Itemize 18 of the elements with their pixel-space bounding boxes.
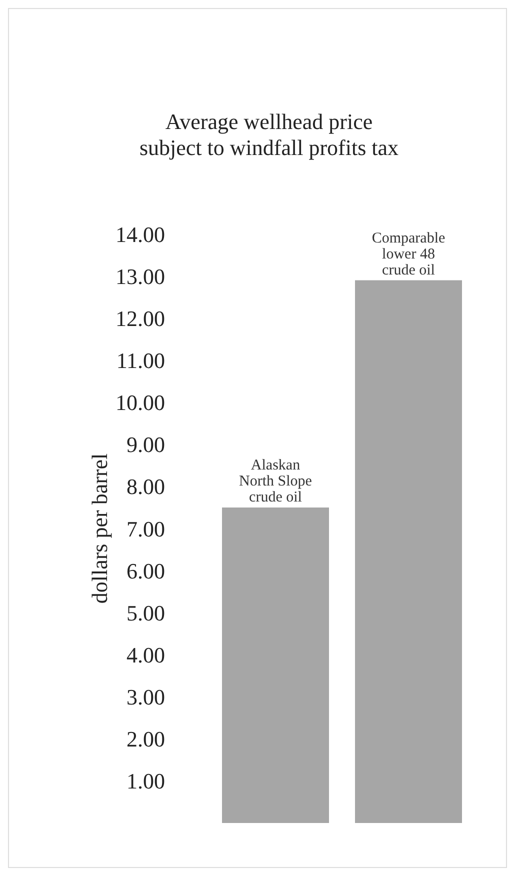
x-tick-label: Alaskan North Slope crude oil — [239, 457, 312, 506]
y-tick-label: 2.00 — [126, 726, 165, 752]
y-tick-label: 3.00 — [126, 684, 165, 710]
y-tick-label: 10.00 — [116, 390, 165, 416]
y-tick-label: 7.00 — [126, 516, 165, 542]
chart-title: Average wellhead price subject to windfall profits tax — [139, 109, 399, 161]
y-tick-label: 6.00 — [126, 558, 165, 584]
y-tick-label: 4.00 — [126, 642, 165, 668]
y-tick-label: 14.00 — [116, 222, 165, 247]
x-tick-label: Comparable lower 48 crude oil — [372, 230, 446, 278]
y-tick-label: 5.00 — [126, 600, 165, 626]
y-tick-label: 9.00 — [126, 432, 165, 458]
y-tick-label: 13.00 — [116, 264, 165, 289]
y-tick-label: 12.00 — [116, 306, 165, 331]
y-axis-title: dollars per barrel — [86, 453, 112, 604]
y-tick-label: 11.00 — [116, 348, 165, 374]
y-tick-label: 8.00 — [126, 474, 165, 500]
y-tick-label: 1.00 — [126, 768, 165, 794]
